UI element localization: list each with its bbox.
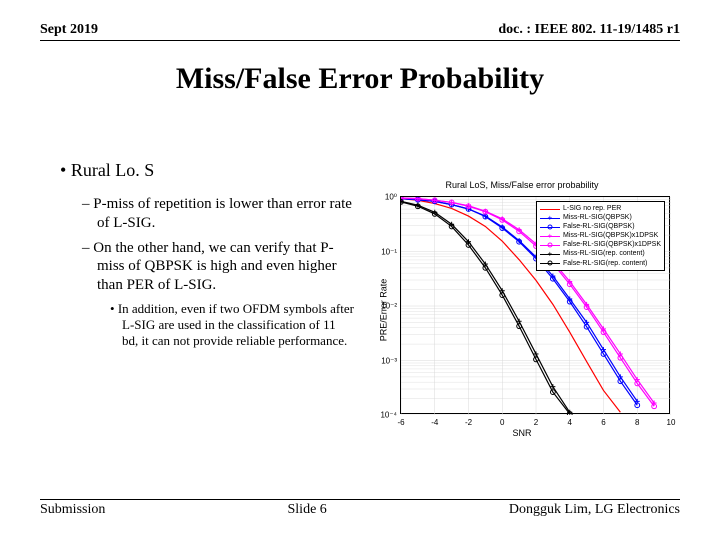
legend-item: L-SIG no rep. PER bbox=[540, 204, 661, 213]
chart: Rural LoS, Miss/False error probability … bbox=[362, 186, 682, 434]
footer-center: Slide 6 bbox=[288, 502, 327, 518]
legend-item: False-RL-SIG(QBPSK) bbox=[540, 222, 661, 231]
header: Sept 2019 doc. : IEEE 802. 11-19/1485 r1 bbox=[40, 22, 680, 41]
y-tick: 10⁻² bbox=[367, 302, 397, 311]
y-tick: 10⁻⁴ bbox=[367, 411, 397, 420]
chart-xlabel: SNR bbox=[362, 428, 682, 438]
header-date: Sept 2019 bbox=[40, 22, 98, 38]
bullet-l1: Rural Lo. S bbox=[60, 160, 355, 181]
x-tick: -6 bbox=[397, 418, 404, 427]
x-tick: 8 bbox=[635, 418, 639, 427]
x-tick: -4 bbox=[431, 418, 438, 427]
chart-legend: L-SIG no rep. PER+Miss-RL-SIG(QBPSK)Fals… bbox=[536, 201, 665, 271]
bullet-l2-a: P-miss of repetition is lower than error… bbox=[82, 195, 355, 233]
x-tick: -2 bbox=[465, 418, 472, 427]
x-tick: 10 bbox=[667, 418, 676, 427]
legend-item: False-RL-SIG(QBPSK)x1DPSK bbox=[540, 240, 661, 249]
x-tick: 4 bbox=[568, 418, 572, 427]
legend-item: +Miss-RL-SIG(QBPSK) bbox=[540, 213, 661, 222]
x-tick: 0 bbox=[500, 418, 504, 427]
legend-item: +Miss-RL-SIG(QBPSK)x1DPSK bbox=[540, 231, 661, 240]
bullet-l2-b: On the other hand, we can verify that P-… bbox=[82, 239, 355, 295]
legend-item: False-RL-SIG(rep. content) bbox=[540, 259, 661, 268]
body-text: Rural Lo. S P-miss of repetition is lowe… bbox=[60, 160, 355, 350]
footer: Submission Slide 6 Dongguk Lim, LG Elect… bbox=[40, 499, 680, 518]
legend-item: +Miss-RL-SIG(rep. content) bbox=[540, 249, 661, 258]
bullet-l3: In addition, even if two OFDM symbols af… bbox=[110, 301, 355, 350]
chart-title: Rural LoS, Miss/False error probability bbox=[362, 180, 682, 190]
page-title: Miss/False Error Probability bbox=[0, 62, 720, 96]
footer-right: Dongguk Lim, LG Electronics bbox=[509, 502, 680, 518]
y-tick: 10⁻¹ bbox=[367, 247, 397, 256]
x-tick: 2 bbox=[534, 418, 538, 427]
x-tick: 6 bbox=[601, 418, 605, 427]
footer-left: Submission bbox=[40, 502, 105, 518]
y-tick: 10⁰ bbox=[367, 193, 397, 202]
header-doc: doc. : IEEE 802. 11-19/1485 r1 bbox=[498, 22, 680, 38]
y-tick: 10⁻³ bbox=[367, 356, 397, 365]
chart-plot-area: L-SIG no rep. PER+Miss-RL-SIG(QBPSK)Fals… bbox=[400, 196, 670, 414]
